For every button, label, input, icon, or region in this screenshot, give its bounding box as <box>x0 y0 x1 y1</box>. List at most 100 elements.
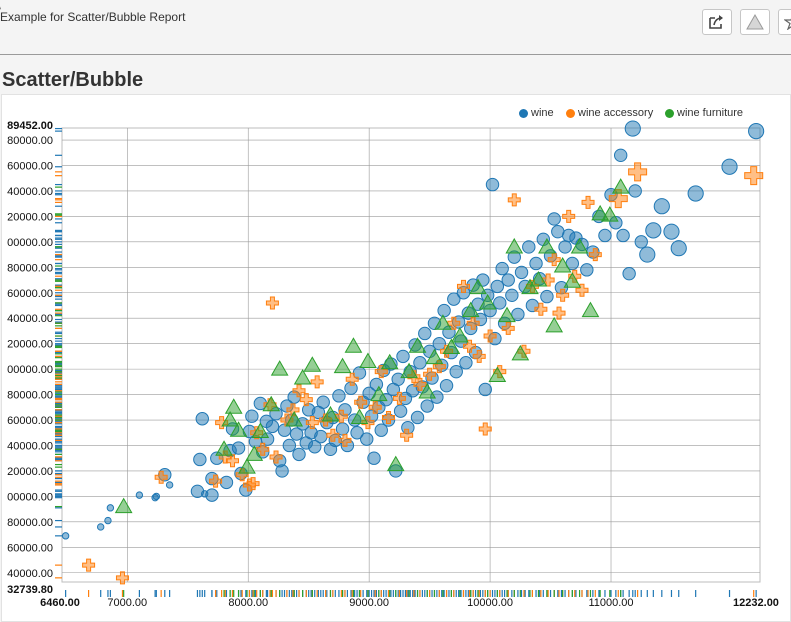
data-point-wine-accessory[interactable] <box>265 296 279 310</box>
data-point-wine[interactable] <box>529 256 543 271</box>
data-point-wine[interactable] <box>447 292 461 306</box>
data-point-wine-accessory[interactable] <box>292 384 306 398</box>
data-point-wine[interactable] <box>314 429 328 444</box>
data-point-wine-furniture[interactable] <box>425 348 444 365</box>
data-point-wine-accessory[interactable] <box>575 283 589 297</box>
data-point-wine[interactable] <box>748 123 765 140</box>
data-point-wine-furniture[interactable] <box>333 357 352 374</box>
data-point-wine[interactable] <box>558 240 572 254</box>
data-point-wine-accessory[interactable] <box>588 248 602 262</box>
data-point-wine-accessory[interactable] <box>581 195 595 209</box>
data-point-wine-accessory[interactable] <box>338 433 352 447</box>
data-point-wine[interactable] <box>165 481 174 489</box>
data-point-wine-accessory[interactable] <box>556 288 570 302</box>
data-point-wine-furniture[interactable] <box>359 352 377 368</box>
data-point-wine-furniture[interactable] <box>498 306 516 323</box>
data-point-wine[interactable] <box>367 451 381 465</box>
data-point-wine[interactable] <box>308 440 322 454</box>
data-point-wine[interactable] <box>275 464 289 478</box>
data-point-wine-accessory[interactable] <box>432 360 446 374</box>
data-point-wine[interactable] <box>316 395 330 409</box>
data-point-wine-furniture[interactable] <box>380 353 399 370</box>
data-point-wine[interactable] <box>195 412 209 426</box>
data-point-wine[interactable] <box>350 426 364 440</box>
data-point-wine-accessory[interactable] <box>552 306 566 320</box>
data-point-wine-accessory[interactable] <box>456 279 470 293</box>
data-point-wine[interactable] <box>613 148 628 163</box>
data-point-wine[interactable] <box>639 246 656 263</box>
data-point-wine-furniture[interactable] <box>229 421 248 437</box>
data-point-wine-accessory[interactable] <box>472 349 486 363</box>
data-point-wine[interactable] <box>580 263 594 277</box>
data-point-wine[interactable] <box>522 240 536 254</box>
data-point-wine[interactable] <box>547 212 561 226</box>
data-point-wine[interactable] <box>396 349 410 364</box>
data-point-wine[interactable] <box>360 432 374 446</box>
data-point-wine-accessory[interactable] <box>374 365 388 379</box>
data-point-wine-furniture[interactable] <box>224 398 243 414</box>
data-point-wine-accessory[interactable] <box>562 209 576 223</box>
data-point-wine-furniture[interactable] <box>461 301 480 318</box>
data-point-wine-furniture[interactable] <box>386 455 405 472</box>
data-point-wine-furniture[interactable] <box>270 360 289 376</box>
data-point-wine[interactable] <box>670 240 687 257</box>
data-point-wine[interactable] <box>622 266 636 281</box>
data-point-wine[interactable] <box>439 378 454 393</box>
data-point-wine-accessory[interactable] <box>246 477 260 491</box>
data-point-wine-accessory[interactable] <box>345 372 359 386</box>
data-point-wine-accessory[interactable] <box>226 454 240 468</box>
data-point-wine-furniture[interactable] <box>469 278 487 295</box>
data-point-wine[interactable] <box>653 198 670 215</box>
data-point-wine-furniture[interactable] <box>400 362 418 379</box>
data-point-wine-furniture[interactable] <box>545 316 564 333</box>
data-point-wine-furniture[interactable] <box>350 408 369 424</box>
data-point-wine-furniture[interactable] <box>488 366 507 382</box>
data-point-wine-accessory[interactable] <box>310 375 324 389</box>
data-point-wine-accessory[interactable] <box>209 474 223 488</box>
data-point-wine-furniture[interactable] <box>442 338 461 354</box>
data-point-wine[interactable] <box>96 523 105 531</box>
data-point-wine-furniture[interactable] <box>114 497 133 514</box>
data-point-wine-furniture[interactable] <box>563 272 582 288</box>
data-point-wine[interactable] <box>505 288 519 303</box>
data-point-wine[interactable] <box>289 427 304 441</box>
data-point-wine[interactable] <box>265 419 280 434</box>
data-point-wine-furniture[interactable] <box>434 314 452 330</box>
data-point-wine-furniture[interactable] <box>521 278 539 295</box>
data-point-wine[interactable] <box>369 377 384 392</box>
data-point-wine-furniture[interactable] <box>303 356 322 372</box>
data-point-wine-accessory[interactable] <box>534 302 548 316</box>
data-point-wine[interactable] <box>205 488 219 502</box>
data-point-wine-accessory[interactable] <box>354 395 368 409</box>
data-point-wine[interactable] <box>393 404 408 418</box>
data-point-wine[interactable] <box>231 441 246 455</box>
data-point-wine-accessory[interactable] <box>368 400 382 414</box>
data-point-wine[interactable] <box>413 356 427 370</box>
data-point-wine[interactable] <box>540 289 554 304</box>
data-point-wine[interactable] <box>152 492 161 501</box>
data-point-wine[interactable] <box>332 389 346 403</box>
data-point-wine-accessory[interactable] <box>744 166 764 186</box>
data-point-wine-furniture[interactable] <box>293 369 312 385</box>
data-point-wine[interactable] <box>193 452 207 467</box>
data-point-wine-furniture[interactable] <box>321 405 340 422</box>
data-point-wine-accessory[interactable] <box>413 377 427 391</box>
data-point-wine-accessory[interactable] <box>256 442 270 456</box>
data-point-wine-accessory[interactable] <box>154 470 168 484</box>
data-point-wine-furniture[interactable] <box>221 411 239 427</box>
data-point-wine-furniture[interactable] <box>418 383 437 399</box>
data-point-wine[interactable] <box>721 158 738 175</box>
share-button[interactable] <box>702 9 732 35</box>
data-point-wine[interactable] <box>449 364 463 379</box>
data-point-wine-accessory[interactable] <box>608 189 628 209</box>
data-point-wine[interactable] <box>61 532 70 540</box>
data-point-wine[interactable] <box>687 185 704 202</box>
data-point-wine-accessory[interactable] <box>326 428 340 442</box>
data-point-wine-accessory[interactable] <box>334 409 348 423</box>
data-point-wine[interactable] <box>495 261 509 276</box>
data-point-wine-accessory[interactable] <box>305 416 319 430</box>
data-point-wine-furniture[interactable] <box>215 440 233 456</box>
data-point-wine-accessory[interactable] <box>478 422 492 436</box>
data-point-wine-accessory[interactable] <box>466 316 480 330</box>
data-point-wine-furniture[interactable] <box>553 257 572 273</box>
